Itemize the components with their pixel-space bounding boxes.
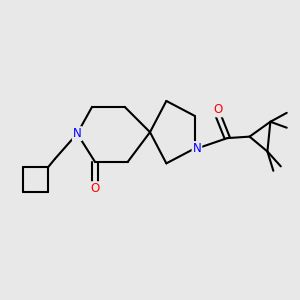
Text: N: N [193, 142, 201, 155]
Text: O: O [213, 103, 222, 116]
Text: N: N [73, 127, 82, 140]
Text: O: O [90, 182, 100, 195]
